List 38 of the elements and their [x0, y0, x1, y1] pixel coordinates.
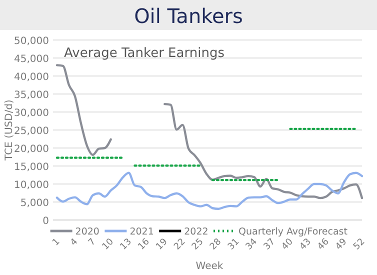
- x-tick-label: 40: [280, 236, 296, 252]
- y-tick-label: 30,000: [14, 108, 49, 119]
- y-tick-label: 20,000: [14, 144, 49, 155]
- x-tick-label: 25: [190, 237, 206, 252]
- x-tick-label: 46: [316, 236, 332, 252]
- y-tick-label: 35,000: [14, 90, 49, 101]
- x-tick-label: 1: [50, 237, 62, 248]
- y-tick-label: 45,000: [14, 54, 49, 65]
- x-tick-label: 28: [208, 236, 224, 252]
- y-tick-label: 5,000: [20, 198, 49, 209]
- x-tick-label: 16: [136, 236, 152, 252]
- x-tick-label: 43: [298, 237, 314, 252]
- y-tick-label: 0: [42, 216, 49, 227]
- x-tick-label: 10: [100, 236, 116, 252]
- legend-label: 2020: [75, 226, 100, 238]
- x-axis-title: Week: [196, 261, 224, 272]
- y-tick-label: 10,000: [14, 180, 49, 191]
- y-tick-label: 15,000: [14, 162, 49, 173]
- legend-label: 2022: [184, 226, 208, 238]
- x-tick-label: 7: [86, 237, 98, 248]
- x-tick-label: 49: [334, 236, 350, 252]
- y-tick-label: 25,000: [14, 126, 49, 137]
- legend-label: Quarterly Avg/Forecast: [238, 226, 348, 238]
- x-tick-label: 31: [226, 237, 242, 252]
- x-tick-label: 22: [172, 237, 188, 252]
- text: Average Tanker Earnings: [64, 46, 225, 61]
- x-tick-label: 4: [68, 236, 80, 248]
- chart-title: Oil Tankers: [134, 4, 243, 28]
- x-tick-label: 37: [262, 237, 278, 252]
- line-series: [56, 172, 364, 210]
- y-axis-title: TCE (USD/d): [4, 99, 15, 162]
- legend-label: 2021: [130, 226, 154, 238]
- x-tick-label: 34: [244, 236, 260, 252]
- x-tick-label: 13: [118, 237, 134, 252]
- y-tick-label: 40,000: [14, 72, 49, 83]
- y-tick-label: 50,000: [14, 36, 49, 47]
- x-tick-label: 19: [154, 236, 170, 252]
- x-tick-label: 52: [352, 237, 368, 252]
